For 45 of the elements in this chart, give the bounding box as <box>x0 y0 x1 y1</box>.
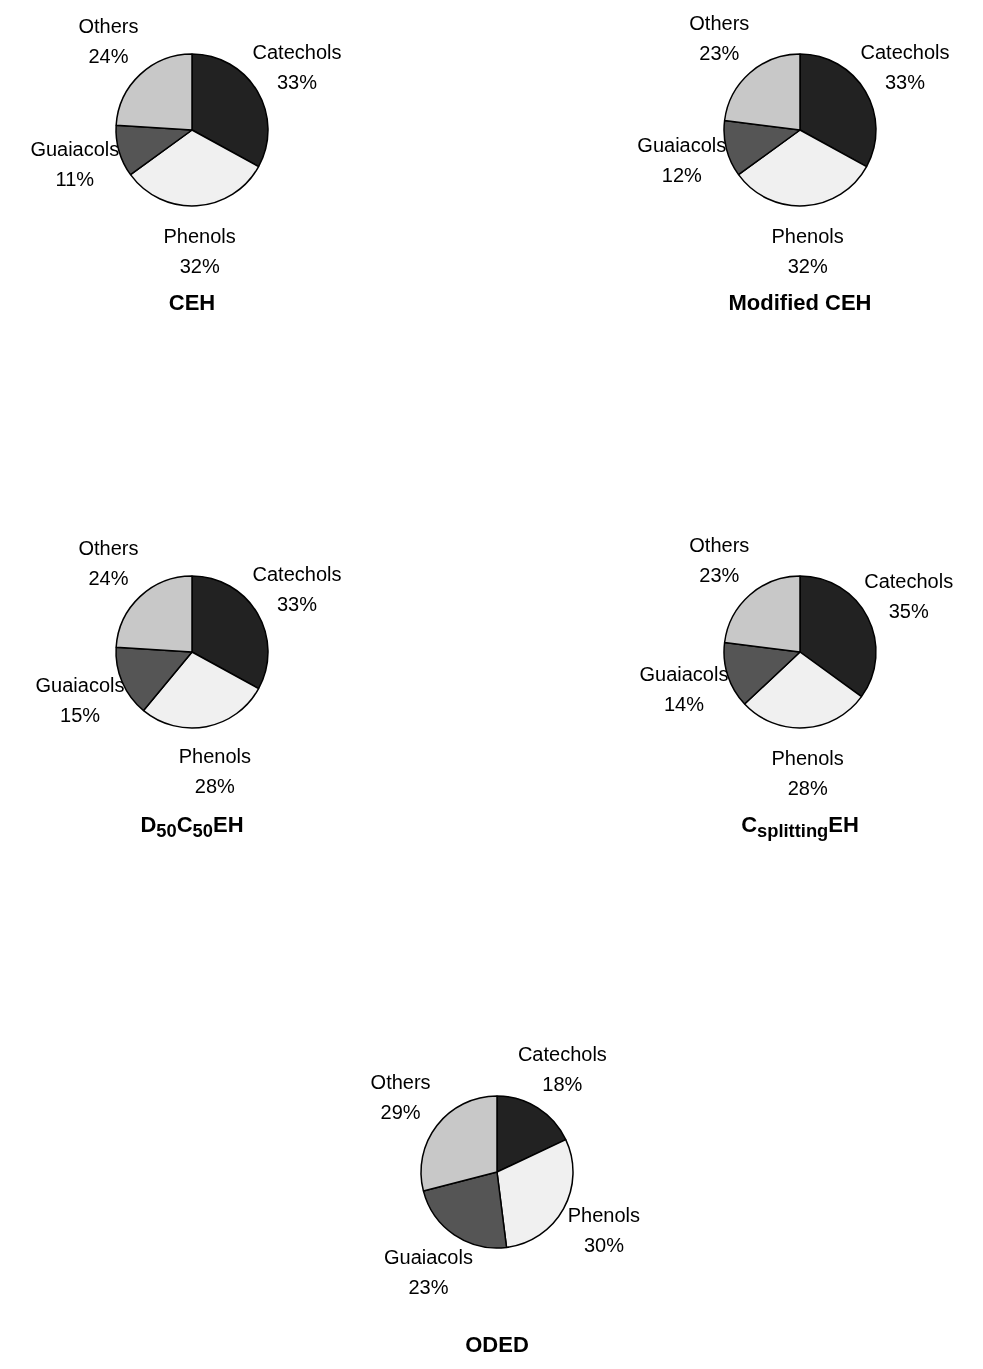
data-label: 35% <box>888 600 929 623</box>
slice-label: Guaiacols <box>35 673 125 696</box>
data-label: 30% <box>583 1234 625 1257</box>
data-label: 29% <box>380 1100 421 1123</box>
slice-label: Guaiacols <box>637 133 727 156</box>
data-label: 11% <box>55 167 95 190</box>
text: CEH <box>167 290 217 316</box>
data-label: 28% <box>787 777 828 800</box>
text: ODED <box>464 1332 530 1358</box>
slice-label: Phenols <box>771 747 844 770</box>
slice-label: Guaiacols <box>383 1246 473 1269</box>
slice-label: Phenols <box>163 225 236 248</box>
data-label: 23% <box>699 42 740 64</box>
slice-label: Others <box>689 12 750 34</box>
data-label: 15% <box>60 703 101 726</box>
data-label: 33% <box>276 71 318 94</box>
text: C$_{splitting}$EH <box>740 812 860 843</box>
slice-label: Phenols <box>771 225 844 248</box>
text: D$_{50}$C$_{50}$EH <box>139 812 245 843</box>
slice-label: Catechols <box>252 41 342 64</box>
slice-label: Others <box>78 536 139 559</box>
slice-label: Guaiacols <box>639 663 729 686</box>
data-label: 14% <box>663 693 705 716</box>
data-label: 12% <box>661 163 703 186</box>
slice-label: Guaiacols <box>30 137 120 160</box>
slice-label: Others <box>78 14 139 37</box>
data-label: 32% <box>179 255 220 278</box>
slice-label: Phenols <box>178 745 251 768</box>
slice-label: Catechols <box>860 41 950 64</box>
slice-label: Others <box>689 534 750 556</box>
data-label: 33% <box>276 593 318 616</box>
data-label: 24% <box>88 566 129 589</box>
text: Modified CEH <box>727 290 873 316</box>
data-label: 24% <box>88 44 129 67</box>
slice-label: Others <box>370 1070 431 1093</box>
slice-label: Catechols <box>517 1042 607 1065</box>
data-label: 23% <box>408 1276 449 1299</box>
data-label: 18% <box>542 1072 583 1095</box>
slice-label: Catechols <box>252 563 342 586</box>
data-label: 28% <box>194 775 236 798</box>
data-label: 23% <box>699 564 740 586</box>
slice-label: Phenols <box>567 1204 641 1227</box>
data-label: 32% <box>787 255 828 278</box>
slice-label: Catechols <box>864 570 954 593</box>
data-label: 33% <box>884 71 926 94</box>
